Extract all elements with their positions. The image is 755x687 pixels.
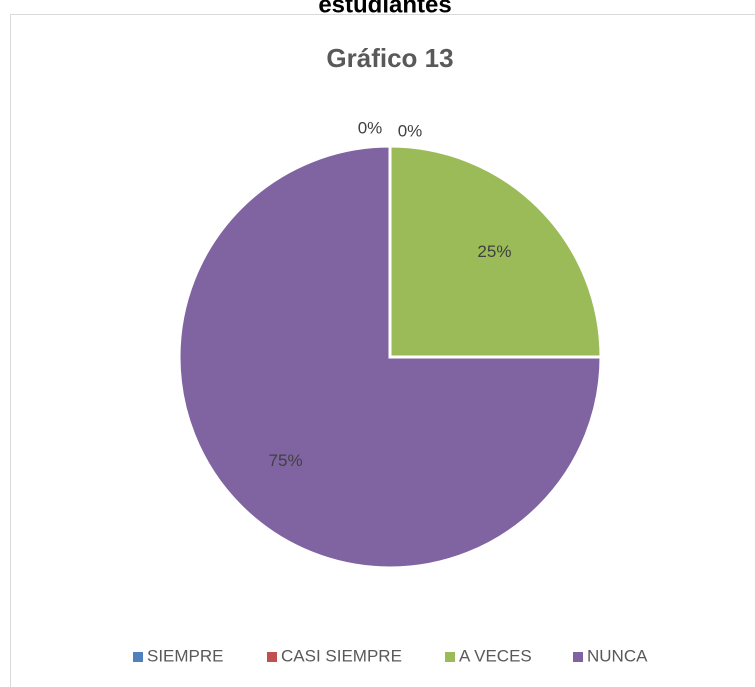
legend-swatch	[573, 652, 583, 662]
data-label: 75%	[269, 451, 303, 470]
data-label: 0%	[358, 118, 383, 137]
pie-slice	[177, 144, 603, 570]
data-label: 0%	[398, 121, 423, 140]
legend-swatch	[133, 652, 143, 662]
header-text: estudiantes	[318, 0, 451, 18]
pie-slice	[388, 144, 603, 359]
legend-swatch	[445, 652, 455, 662]
legend-label: NUNCA	[587, 646, 648, 665]
legend-swatch	[267, 652, 277, 662]
legend-label: CASI SIEMPRE	[281, 646, 402, 665]
data-label: 25%	[477, 242, 511, 261]
chart-title: Gráfico 13	[326, 43, 453, 73]
legend-label: A VECES	[459, 646, 532, 665]
legend-label: SIEMPRE	[147, 646, 224, 665]
